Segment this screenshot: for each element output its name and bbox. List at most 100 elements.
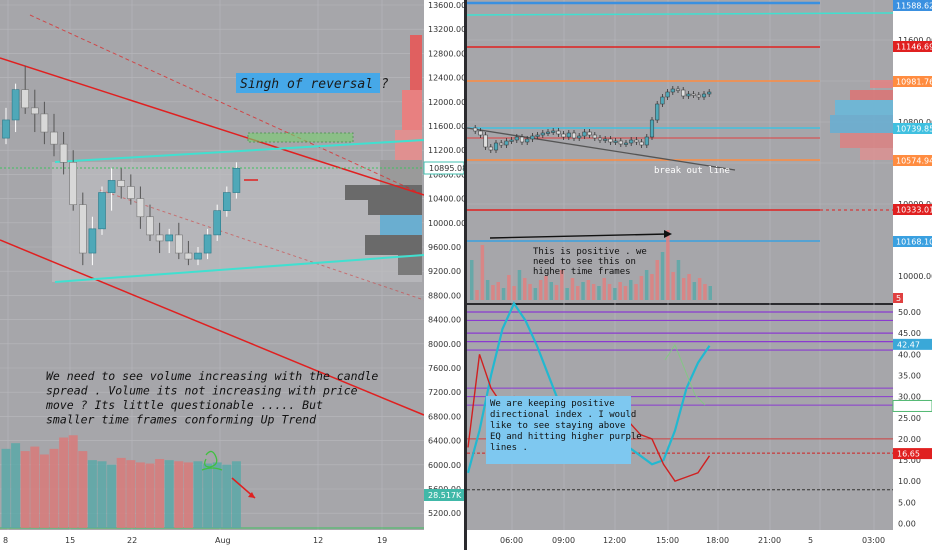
indicator-tags: 42.47 27.91 16.65 xyxy=(892,338,932,460)
breakout-line xyxy=(466,127,736,171)
note-line: We are keeping positive xyxy=(490,399,615,409)
last-price-tag-text: 10895.08 xyxy=(429,164,467,173)
volume-profile xyxy=(345,35,422,275)
green-hand-drawing xyxy=(201,450,223,471)
candle-body xyxy=(556,130,561,135)
price-tick-label: 7600.00 xyxy=(428,364,461,373)
volume-bar xyxy=(49,448,59,528)
volume-bar xyxy=(116,457,126,528)
candle-body xyxy=(478,130,483,136)
volume-bar xyxy=(639,276,644,300)
indicator-tag-text: 42.47 xyxy=(897,340,920,349)
volume-bar xyxy=(528,284,532,300)
price-tag xyxy=(893,41,932,52)
volume-note: We need to see volume increasing with th… xyxy=(45,369,378,427)
candle-body xyxy=(504,140,509,146)
upper-cyan-channel xyxy=(54,139,425,163)
volume-bar xyxy=(145,463,155,528)
price-tick-label: 10800.00 xyxy=(898,118,932,127)
indicator-tag xyxy=(893,338,932,350)
right-volume-tag-text: 5 xyxy=(896,294,901,303)
volume-bar xyxy=(655,260,659,300)
candle-body xyxy=(540,132,545,136)
candle-body xyxy=(670,88,675,93)
candle-body xyxy=(98,192,106,230)
volume-bar xyxy=(517,270,522,300)
note-line: smaller time frames conforming Up Trend xyxy=(46,413,317,427)
price-tag xyxy=(893,236,932,247)
candle-body xyxy=(184,252,193,260)
candle-body xyxy=(665,91,670,98)
candle-body xyxy=(577,135,582,139)
volume-bar xyxy=(676,260,681,300)
left-price-ticks: 13600.00 13200.00 12800.00 12400.00 12000.00… xyxy=(428,1,466,518)
time-tick-label: 15 xyxy=(65,536,75,545)
volume-bar xyxy=(560,270,564,300)
price-tick-label: 11600.00 xyxy=(898,36,932,45)
volume-bar xyxy=(538,280,543,300)
volume-bar xyxy=(623,286,628,300)
candle-body xyxy=(691,93,696,96)
volume-tag-text: 28.517K xyxy=(428,491,462,500)
volume-bar xyxy=(485,280,490,300)
time-tick-label: 12 xyxy=(313,536,323,545)
volume-bar xyxy=(607,284,612,300)
volume-bar xyxy=(496,282,500,300)
price-tick-label: 8400.00 xyxy=(428,316,461,325)
time-tick-label: 06:00 xyxy=(500,536,523,545)
indicator-tick-label: 40.00 xyxy=(898,350,921,359)
candle-body xyxy=(117,180,125,187)
volume-bar xyxy=(107,464,117,528)
candle-body xyxy=(582,131,587,137)
price-tag xyxy=(893,0,932,11)
candle-body xyxy=(675,88,681,91)
candle-body xyxy=(681,89,686,97)
candle-body xyxy=(223,192,231,212)
indicator-tick-label: 5.00 xyxy=(898,498,916,507)
volume-bar xyxy=(20,451,30,528)
volume-bar xyxy=(1,448,11,528)
candle-body xyxy=(175,234,183,254)
candle-body xyxy=(473,127,478,132)
candle-body xyxy=(571,132,577,139)
candle-body xyxy=(232,168,241,193)
positive-note: This is positive . we need to see this on… xyxy=(533,247,647,277)
price-tick-label: 12000.00 xyxy=(428,98,466,107)
volume-bar xyxy=(523,278,527,300)
volume-bar xyxy=(597,286,601,300)
indicator-tick-label: 50.00 xyxy=(898,308,921,317)
price-tag xyxy=(893,104,932,115)
reversal-note: Singh of reversal ? xyxy=(236,73,389,93)
lower-red-trendline xyxy=(0,239,425,416)
adx-note-text: We are keeping positive directional index… xyxy=(490,399,642,453)
candle-body xyxy=(535,134,540,137)
time-tick-label: 09:00 xyxy=(552,536,575,545)
candle-body xyxy=(623,142,629,145)
price-tick-label: 13600.00 xyxy=(428,1,466,10)
candle-body xyxy=(608,138,613,143)
candle-body xyxy=(11,89,20,121)
price-tag-text: 14:34 xyxy=(896,106,919,115)
price-tick-label: 10000.00 xyxy=(428,219,466,228)
upper-red-trendline xyxy=(0,57,425,196)
volume-bar xyxy=(470,260,474,300)
price-tag-text: 10574.94 xyxy=(896,157,932,166)
candle-body xyxy=(551,130,556,133)
indicator-tag xyxy=(893,448,932,460)
note-line: directional index . I would xyxy=(490,410,636,420)
svg-text:Singh of reversal ?: Singh of reversal ? xyxy=(240,77,389,92)
indicator-tick-label: 15.00 xyxy=(898,456,921,465)
volume-bar xyxy=(682,278,686,300)
candle-body xyxy=(618,140,623,145)
candle-body xyxy=(483,134,488,148)
note-line: spread . Volume its not increasing with … xyxy=(46,384,358,398)
price-tick-label: 9600.00 xyxy=(428,243,461,252)
note-line: This is positive . we xyxy=(533,247,647,257)
volume-tag xyxy=(424,489,464,501)
volume-bar xyxy=(586,280,591,300)
price-tick-label: 6800.00 xyxy=(428,412,461,421)
left-time-axis xyxy=(0,530,464,550)
time-tick-label: 12:00 xyxy=(603,536,626,545)
left-time-ticks: 8 15 22 Aug 12 19 xyxy=(3,536,387,545)
volume-bar xyxy=(650,274,654,300)
